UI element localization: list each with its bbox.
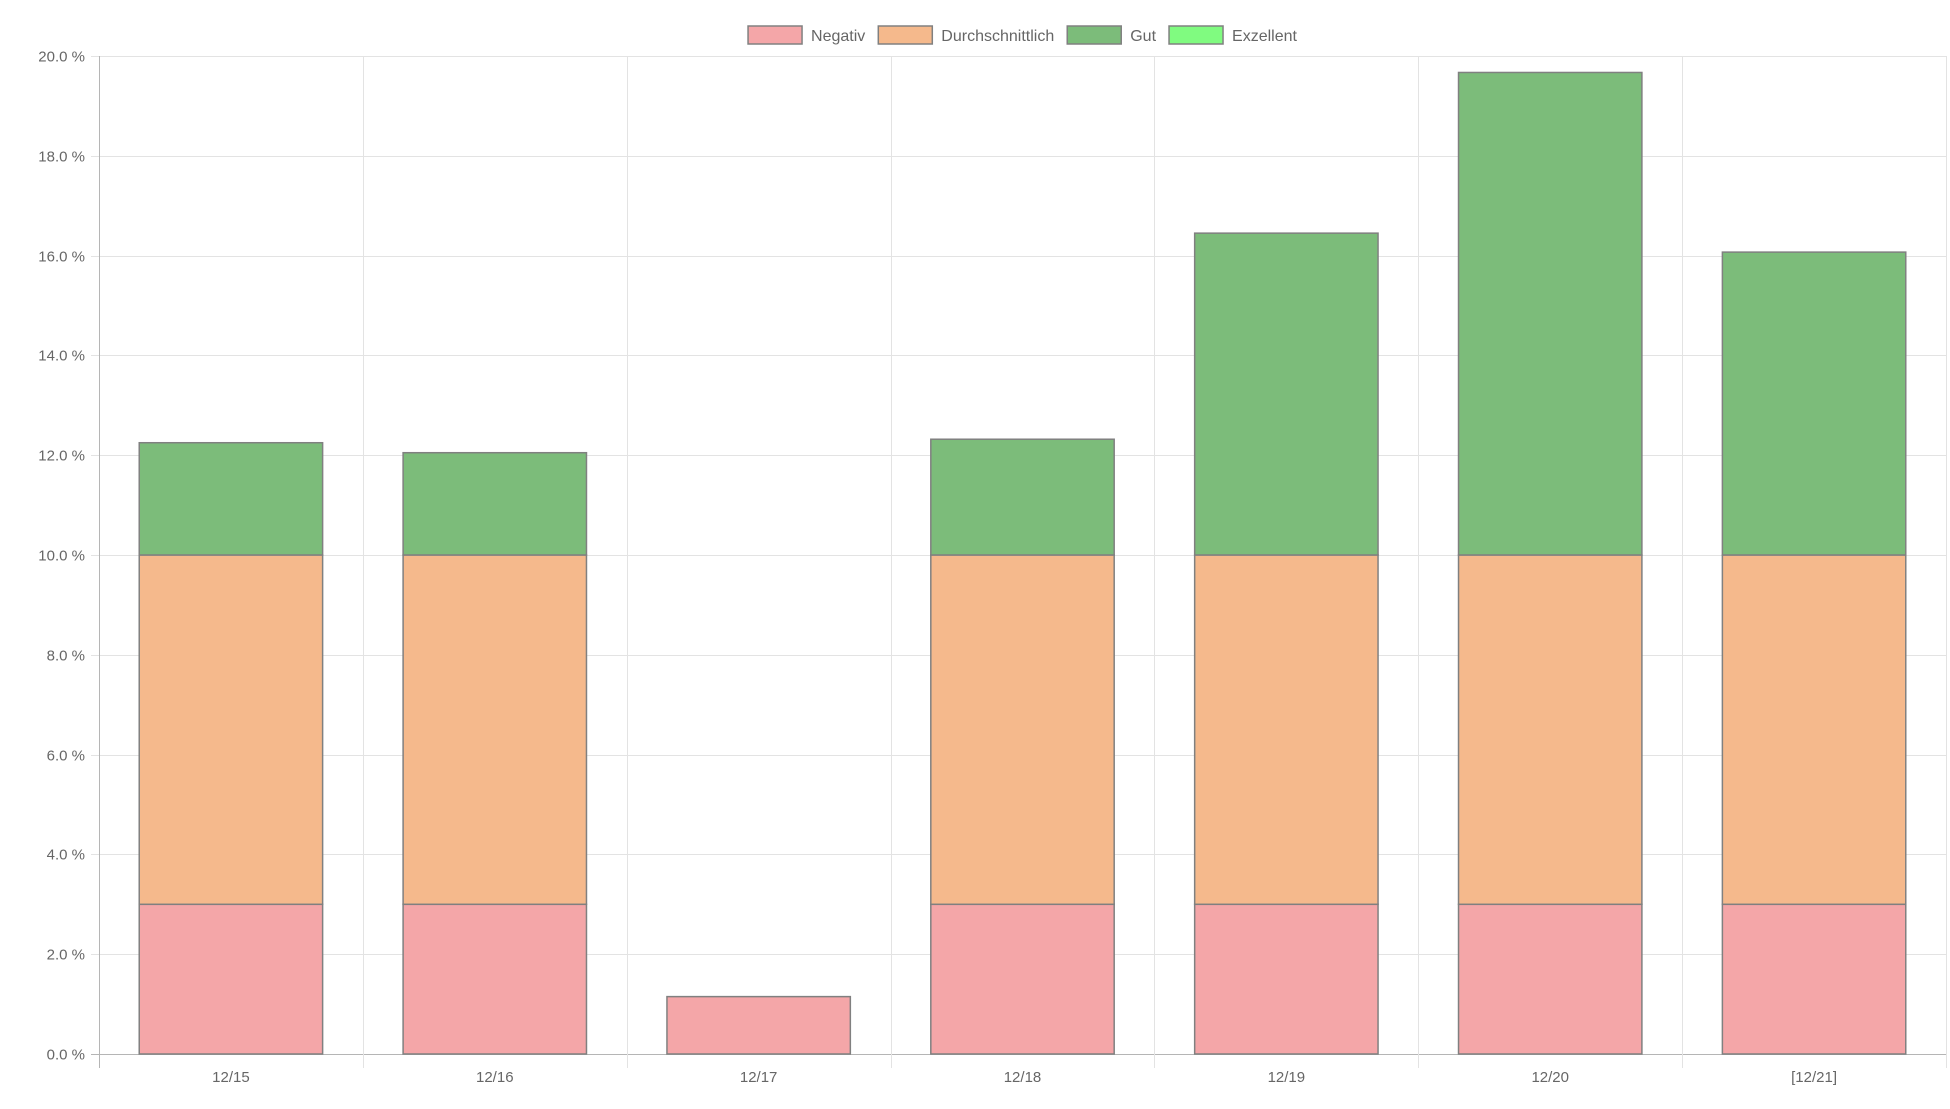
legend-label: Durchschnittlich — [941, 28, 1054, 45]
bar-segment-durchschnittlich[interactable] — [402, 554, 588, 906]
legend-swatch — [877, 25, 934, 45]
y-tick-label: 10.0 % — [38, 548, 85, 565]
bar-segment-durchschnittlich[interactable] — [930, 554, 1115, 906]
legend-label: Negativ — [811, 28, 865, 45]
bar-segment-gut[interactable] — [1457, 71, 1643, 556]
bar-segment-gut[interactable] — [138, 441, 324, 556]
x-tick-label: 12/18 — [1004, 1069, 1042, 1086]
bar-segment-negativ[interactable] — [1193, 903, 1379, 1055]
bar-segment-negativ[interactable] — [1721, 903, 1907, 1055]
legend-item-gut[interactable]: Gut — [1066, 25, 1157, 45]
legend-swatch — [1168, 25, 1224, 45]
legend-label: Exzellent — [1232, 28, 1297, 45]
y-tick-label: 16.0 % — [38, 249, 85, 266]
bar-segment-negativ[interactable] — [930, 903, 1115, 1055]
legend-swatch — [1066, 25, 1122, 45]
legend-swatch — [747, 25, 803, 45]
bar-segment-gut[interactable] — [1193, 232, 1379, 556]
bar-segment-negativ[interactable] — [666, 995, 852, 1055]
bar-segment-negativ[interactable] — [1457, 903, 1643, 1055]
bar-segment-durchschnittlich[interactable] — [1457, 554, 1643, 906]
bar-segment-durchschnittlich[interactable] — [1193, 554, 1379, 906]
bar-segment-negativ[interactable] — [402, 903, 588, 1055]
x-tick-label: 12/16 — [476, 1069, 514, 1086]
legend-item-durchschnittlich[interactable]: Durchschnittlich — [877, 25, 1054, 45]
y-tick-label: 12.0 % — [38, 448, 85, 465]
y-tick-label: 14.0 % — [38, 348, 85, 365]
bar-segment-durchschnittlich[interactable] — [138, 554, 324, 906]
y-tick-label: 4.0 % — [47, 847, 85, 864]
x-tick-label: [12/21] — [1791, 1069, 1837, 1086]
legend[interactable]: Negativ Durchschnittlich Gut Exzellent — [747, 25, 1298, 45]
y-tick-label: 0.0 % — [47, 1047, 85, 1064]
y-tick-label: 20.0 % — [38, 49, 85, 66]
legend-label: Gut — [1130, 28, 1156, 45]
x-tick-label: 12/20 — [1531, 1069, 1569, 1086]
y-tick-label: 18.0 % — [38, 149, 85, 166]
axis-layer: 0.0 % 2.0 % 4.0 % 6.0 % 8.0 % 10.0 % 12.0 % 14.… — [38, 49, 1837, 1087]
bar-segment-gut[interactable] — [402, 451, 588, 556]
bar-segment-gut[interactable] — [1721, 251, 1907, 556]
legend-item-negativ[interactable]: Negativ — [747, 25, 865, 45]
x-tick-label: 12/17 — [740, 1069, 778, 1086]
x-tick-label: 12/19 — [1268, 1069, 1306, 1086]
legend-item-exzellent[interactable]: Exzellent — [1168, 25, 1298, 45]
y-tick-label: 6.0 % — [47, 748, 85, 765]
bar-segment-gut[interactable] — [930, 438, 1115, 556]
y-tick-label: 2.0 % — [47, 947, 85, 964]
bar-segment-durchschnittlich[interactable] — [1721, 554, 1907, 906]
bar-segment-negativ[interactable] — [138, 903, 324, 1055]
bars-layer — [138, 71, 1907, 1055]
y-tick-label: 8.0 % — [47, 648, 85, 665]
x-tick-label: 12/15 — [212, 1069, 250, 1086]
